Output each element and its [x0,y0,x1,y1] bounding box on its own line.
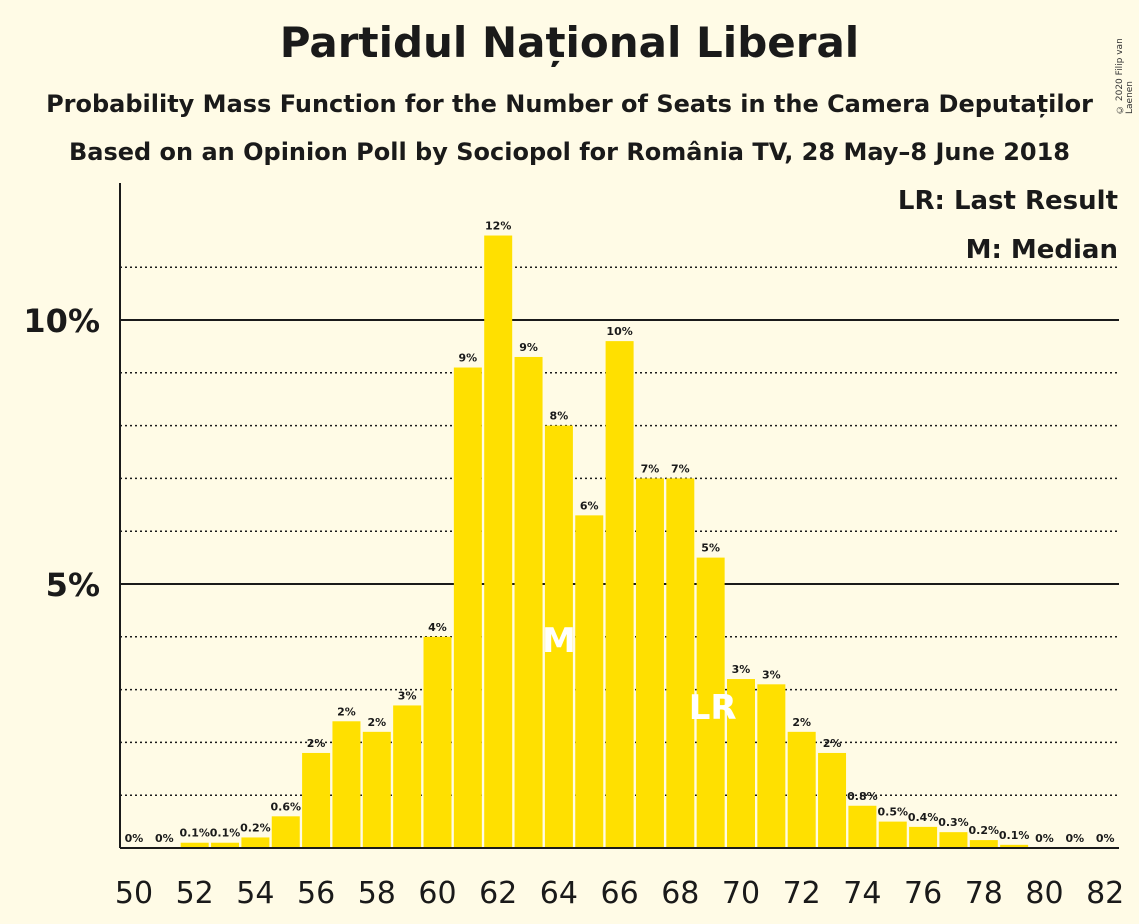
chart-subtitle: Probability Mass Function for the Number… [46,90,1093,118]
value-label-56: 2% [307,737,326,750]
x-tick-label-68: 68 [661,876,699,911]
x-tick-label-78: 78 [965,876,1003,911]
value-label-55: 0.6% [270,800,301,813]
value-label-81: 0% [1066,832,1085,845]
x-tick-label-80: 80 [1025,876,1063,911]
legend-median: M: Median [966,235,1118,265]
y-tick-label: 5% [46,566,100,604]
bar-66 [605,341,634,848]
x-tick-label-58: 58 [358,876,396,911]
bar-73 [818,752,847,848]
bar-59 [393,705,422,848]
markers: M LR [542,621,737,728]
bar-54 [241,837,270,848]
x-tick-label-72: 72 [783,876,821,911]
bar-78 [969,840,998,848]
value-label-63: 9% [519,341,538,354]
bar-67 [635,478,664,848]
x-tick-label-60: 60 [418,876,456,911]
x-tick-label-66: 66 [601,876,639,911]
value-label-57: 2% [337,705,356,718]
x-tick-label-70: 70 [722,876,760,911]
bar-63 [514,356,543,848]
last-result-marker: LR [689,688,737,728]
bar-64 [544,425,573,848]
value-label-54: 0.2% [240,821,271,834]
bar-69 [696,557,725,848]
value-label-71: 3% [762,668,781,681]
bar-62 [484,235,513,848]
value-label-61: 9% [459,352,478,365]
value-label-64: 8% [550,410,569,423]
bar-55 [271,816,300,848]
value-label-50: 0% [125,832,144,845]
y-tick-label: 10% [23,302,100,340]
chart-title: Partidul Național Liberal [279,18,860,67]
value-label-58: 2% [367,716,386,729]
value-label-72: 2% [792,716,811,729]
median-marker: M [542,621,576,661]
bar-53 [211,842,240,848]
value-label-69: 5% [701,542,720,555]
value-label-67: 7% [641,462,660,475]
x-axis-ticks: 50 52 54 56 58 60 62 64 66 68 70 72 74 76 78 80 82 [115,876,1124,911]
legend-last-result: LR: Last Result [898,186,1118,216]
x-tick-label-56: 56 [297,876,335,911]
x-tick-label-74: 74 [843,876,881,911]
value-label-53: 0.1% [210,827,241,840]
bar-74 [848,805,877,848]
value-label-52: 0.1% [179,827,210,840]
value-label-80: 0% [1035,832,1054,845]
value-label-70: 3% [732,663,751,676]
x-tick-label-82: 82 [1086,876,1124,911]
value-label-76: 0.4% [908,811,939,824]
bar-72 [787,731,816,848]
value-label-62: 12% [485,220,511,233]
bar-52 [180,842,209,848]
x-tick-label-62: 62 [479,876,517,911]
bars [180,235,1029,848]
value-label-59: 3% [398,689,417,702]
bar-68 [666,478,695,848]
x-tick-label-52: 52 [176,876,214,911]
value-label-60: 4% [428,621,447,634]
value-label-73: 2% [823,737,842,750]
bar-56 [302,752,331,848]
bar-57 [332,721,361,848]
bar-76 [909,826,938,848]
bar-77 [939,832,968,848]
bar-71 [757,684,786,848]
value-label-66: 10% [606,325,632,338]
bar-65 [575,515,604,848]
bar-60 [423,636,452,848]
x-tick-label-64: 64 [540,876,578,911]
value-label-65: 6% [580,499,599,512]
bar-75 [878,821,907,848]
x-tick-label-50: 50 [115,876,153,911]
value-label-75: 0.5% [877,806,908,819]
x-tick-label-54: 54 [236,876,274,911]
value-label-74: 0.8% [847,790,878,803]
bar-70 [727,679,755,848]
bar-58 [362,731,391,848]
x-tick-label-76: 76 [904,876,942,911]
value-label-82: 0% [1096,832,1115,845]
chart-source: Based on an Opinion Poll by Sociopol for… [68,138,1071,166]
value-label-77: 0.3% [938,816,969,829]
value-labels: 0% 0% 0.1% 0.1% 0.2%0.6%2%2%2%3%4%9%12%9%8%6… [125,220,1115,845]
value-label-78: 0.2% [969,824,1000,837]
bar-79 [1000,844,1029,848]
bar-61 [453,367,482,848]
value-label-51: 0% [155,832,174,845]
value-label-68: 7% [671,462,690,475]
value-label-79: 0.1% [999,829,1030,842]
y-axis-ticks: 5% 10% [23,302,100,604]
